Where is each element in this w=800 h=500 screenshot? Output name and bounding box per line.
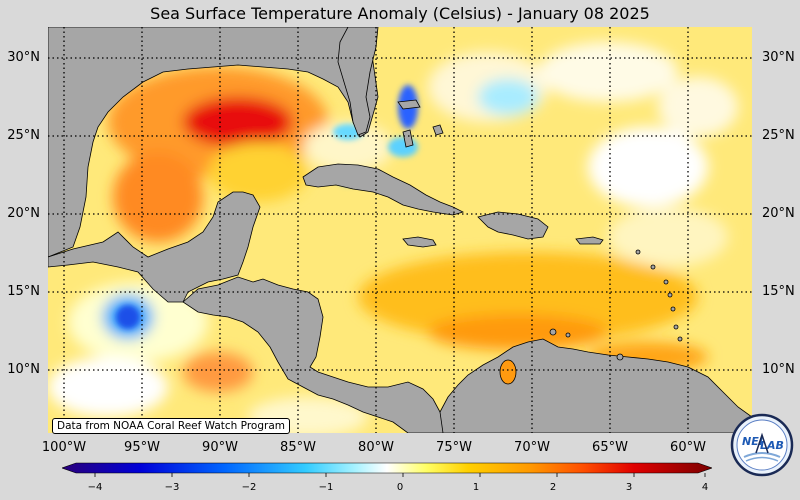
antilles-island [677, 336, 683, 342]
colorbar-tick-minus3: −3 [164, 482, 180, 493]
lon-label-70w: 70°W [514, 440, 550, 455]
lon-label-95w: 95°W [124, 440, 160, 455]
colorbar-tick-minus2: −2 [241, 482, 257, 493]
lon-label-100w: 100°W [41, 440, 87, 455]
lon-label-90w: 90°W [202, 440, 238, 455]
lon-label-60w: 60°W [670, 440, 706, 455]
lat-label-15n-right: 15°N [762, 284, 795, 299]
bahamas-island [432, 124, 444, 136]
lat-label-30n: 30°N [7, 50, 40, 65]
bahamas-island [402, 129, 414, 148]
mexico-land [48, 191, 261, 303]
puerto-rico-land [575, 236, 604, 245]
lon-label-80w: 80°W [358, 440, 394, 455]
antilles-island [667, 292, 673, 298]
data-credit-label: Data from NOAA Coral Reef Watch Program [52, 418, 290, 434]
antilles-island [549, 328, 557, 336]
colorbar-tick-3: 3 [625, 482, 633, 493]
hispaniola-land [477, 211, 549, 240]
land-masses [48, 27, 752, 433]
colorbar [62, 462, 712, 477]
antilles-island [663, 279, 669, 285]
colorbar-tick-2: 2 [549, 482, 557, 493]
antilles-island [565, 332, 571, 338]
central-america-land [182, 276, 449, 433]
lat-label-10n-right: 10°N [762, 362, 795, 377]
colorbar-tick-minus1: −1 [318, 482, 334, 493]
antilles-island [673, 324, 679, 330]
antilles-island [650, 264, 656, 270]
nei-lab-logo: NEI LAB [730, 413, 794, 477]
lat-label-20n-right: 20°N [762, 206, 795, 221]
colorbar-gradient [62, 462, 712, 474]
lat-label-30n-right: 30°N [762, 50, 795, 65]
antilles-island [635, 249, 641, 255]
map-title: Sea Surface Temperature Anomaly (Celsius… [150, 4, 650, 23]
colorbar-tick-4: 4 [701, 482, 709, 493]
lat-label-25n: 25°N [7, 128, 40, 143]
colorbar-tick-minus4: −4 [87, 482, 103, 493]
lat-label-15n: 15°N [7, 284, 40, 299]
logo-text-nei: NEI [742, 435, 763, 448]
colorbar-ticks [94, 473, 706, 477]
lon-label-75w: 75°W [436, 440, 472, 455]
lat-label-20n: 20°N [7, 206, 40, 221]
usa-mexico-land [48, 27, 379, 258]
south-america-land [439, 338, 752, 433]
lon-label-65w: 65°W [592, 440, 628, 455]
bahamas-island [397, 99, 421, 110]
florida-land [337, 27, 379, 136]
colorbar-tick-0: 0 [396, 482, 404, 493]
lat-label-10n: 10°N [7, 362, 40, 377]
lat-label-25n-right: 25°N [762, 128, 795, 143]
sst-anomaly-map [48, 27, 752, 433]
lon-label-85w: 85°W [280, 440, 316, 455]
antilles-island [670, 306, 676, 312]
colorbar-tick-1: 1 [472, 482, 480, 493]
jamaica-land [402, 236, 437, 248]
graticule [48, 27, 752, 433]
antilles-island [616, 353, 624, 361]
